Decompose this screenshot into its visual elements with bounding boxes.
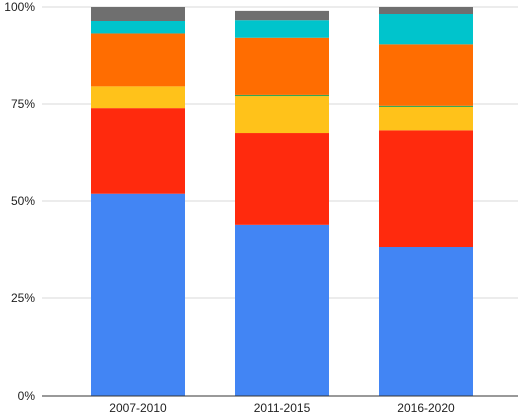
- y-tick-label: 25%: [11, 291, 35, 305]
- bar-segment-1-3: [91, 86, 185, 109]
- bar-segment-2-3: [235, 96, 329, 134]
- y-tick-label: 100%: [4, 0, 35, 14]
- bar-segment-3-7: [379, 7, 473, 15]
- bar-segment-1-2: [91, 108, 185, 194]
- y-axis-ticks: 100% 75% 50% 25% 0%: [4, 0, 35, 403]
- bar-segment-1-5: [91, 33, 185, 87]
- bar-segment-2-4: [235, 94, 329, 97]
- bar-segment-3-2: [379, 130, 473, 248]
- bar-segment-1-1: [91, 193, 185, 396]
- y-tick-label: 0%: [18, 389, 36, 403]
- bar-segment-3-6: [379, 14, 473, 45]
- bar-segment-3-4: [379, 105, 473, 107]
- bars: [91, 7, 473, 396]
- category-label: 2011-2015: [254, 401, 311, 415]
- bar-segment-2-5: [235, 37, 329, 95]
- category-label: 2007-2010: [109, 401, 167, 415]
- bar-segment-2-6: [235, 20, 329, 38]
- category-label: 2016-2020: [397, 401, 455, 415]
- bar-segment-3-1: [379, 247, 473, 396]
- y-tick-label: 50%: [11, 194, 35, 208]
- bar-segment-3-3: [379, 106, 473, 131]
- bar-segment-1-6: [91, 21, 185, 34]
- bar-segment-1-7: [91, 7, 185, 22]
- bar-segment-3-5: [379, 44, 473, 106]
- x-axis-categories: 2007-2010 2011-2015 2016-2020: [109, 401, 455, 415]
- y-tick-label: 75%: [11, 97, 35, 111]
- bar-segment-2-7: [235, 10, 329, 21]
- bar-segment-2-2: [235, 133, 329, 225]
- bar-segment-2-1: [235, 224, 329, 396]
